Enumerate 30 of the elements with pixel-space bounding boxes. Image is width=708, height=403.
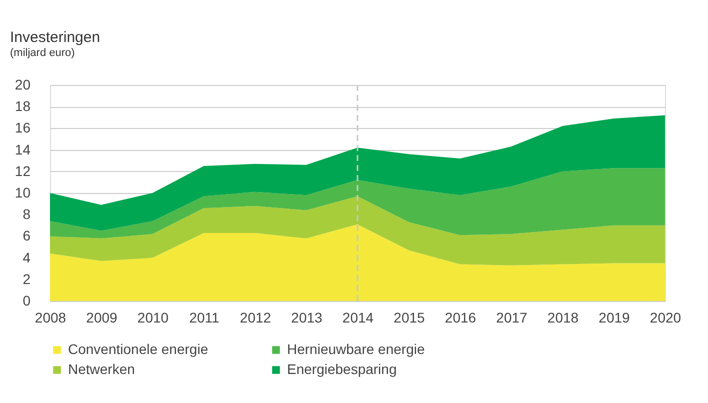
y-tick-label: 2 [22,270,31,287]
x-tick-label: 2015 [394,310,426,326]
x-tick-label: 2020 [650,310,682,326]
y-tick-label: 8 [22,206,31,222]
x-tick-label: 2009 [86,310,118,326]
x-tick-label: 2013 [291,310,323,326]
chart-title: Investeringen [10,29,100,46]
legend-label: Hernieuwbare energie [287,341,425,357]
x-tick-label: 2012 [240,310,272,326]
chart-subtitle: (miljard euro) [10,47,75,59]
legend-label: Energiebesparing [287,361,397,377]
y-tick-label: 10 [14,184,31,200]
y-tick-label: 16 [14,120,31,136]
x-tick-label: 2010 [137,310,169,326]
y-tick-label: 18 [14,98,31,114]
x-tick-label: 2017 [496,310,528,326]
x-tick-label: 2018 [547,310,579,326]
x-tick-label: 2008 [34,310,66,326]
x-tick-label: 2014 [342,310,374,326]
x-tick-label: 2011 [189,310,220,326]
y-tick-label: 14 [14,141,31,158]
y-tick-label: 12 [14,162,31,179]
x-tick-label: 2016 [444,310,476,326]
y-tick-label: 20 [14,76,31,92]
legend-label: Netwerken [68,361,135,377]
y-tick-label: 6 [22,228,31,244]
y-tick-label: 4 [22,249,31,266]
legend-label: Conventionele energie [68,341,208,357]
y-tick-label: 0 [22,292,31,308]
x-tick-label: 2019 [598,310,630,326]
